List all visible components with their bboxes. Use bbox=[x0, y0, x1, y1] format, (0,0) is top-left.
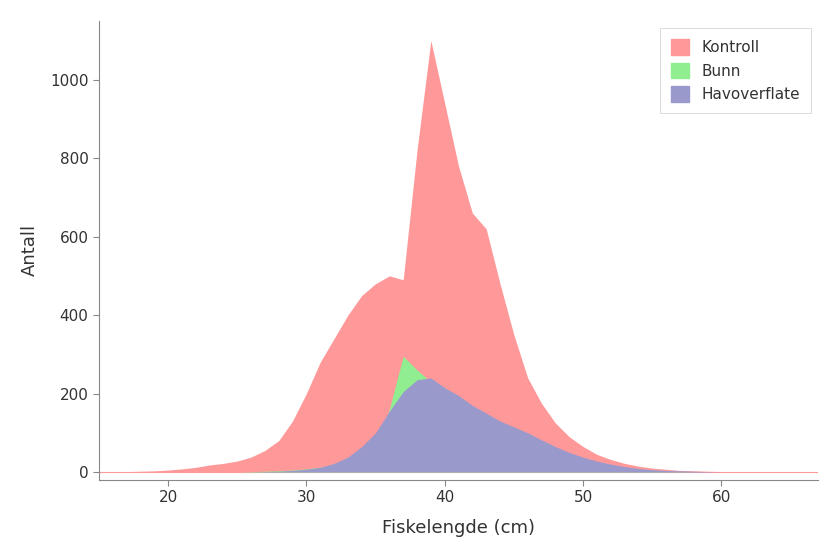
X-axis label: Fiskelengde (cm): Fiskelengde (cm) bbox=[382, 519, 535, 537]
Legend: Kontroll, Bunn, Havoverflate: Kontroll, Bunn, Havoverflate bbox=[660, 28, 810, 113]
Y-axis label: Antall: Antall bbox=[21, 224, 39, 276]
